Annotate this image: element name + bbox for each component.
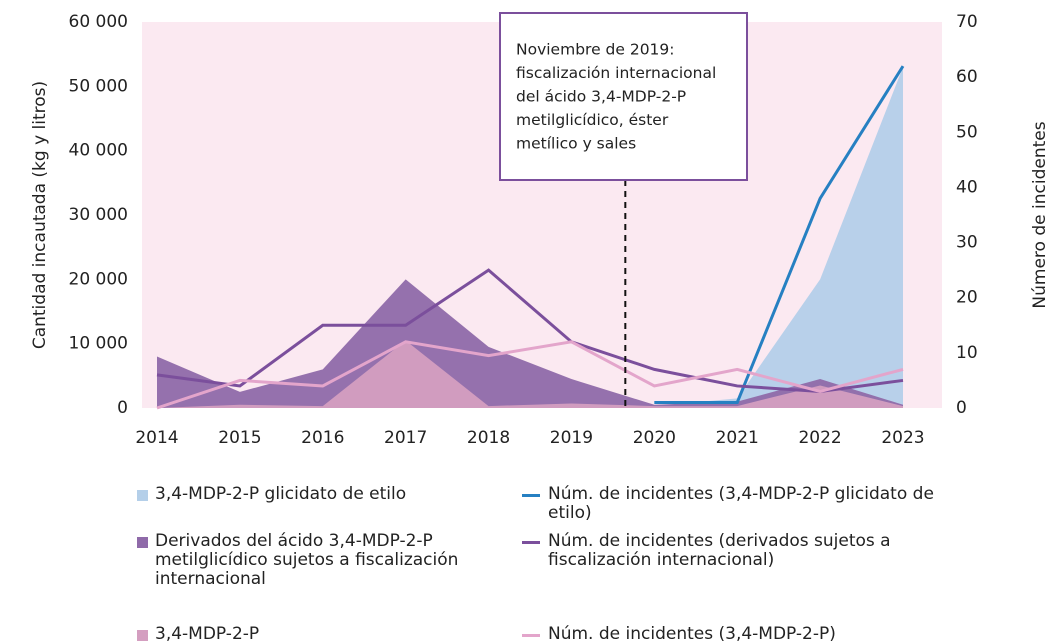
legend-swatch [137,537,148,548]
y2-tick-label: 0 [956,398,967,418]
x-tick-label: 2020 [633,428,676,448]
x-tick-label: 2022 [798,428,841,448]
y2-tick-label: 70 [956,12,978,32]
y-tick-label: 20 000 [69,269,128,289]
legend-label: 3,4-MDP-2-P glicidato de etilo [155,484,407,504]
y2-tick-label: 30 [956,233,978,253]
x-tick-label: 2021 [716,428,759,448]
y2-tick-label: 20 [956,288,978,308]
y2-tick-label: 40 [956,177,978,197]
legend-label: Núm. de incidentes (3,4-MDP-2-P) [548,624,836,644]
y2-tick-label: 10 [956,343,978,363]
x-tick-label: 2017 [384,428,427,448]
y-tick-label: 40 000 [69,141,128,161]
x-tick-label: 2016 [301,428,344,448]
x-tick-label: 2023 [881,428,924,448]
y-tick-label: 30 000 [69,205,128,225]
legend-swatch [137,630,148,641]
legend-label: Núm. de incidentes (3,4-MDP-2-P glicidat… [548,484,934,523]
y2-tick-label: 60 [956,67,978,87]
legend-label: Núm. de incidentes (derivados sujetos a … [548,531,891,570]
annotation-text: del ácido 3,4-MDP-2-P [516,88,686,106]
y2-axis-label: Número de incidentes [1030,121,1050,308]
legend-swatch [522,634,540,637]
y-tick-label: 50 000 [69,76,128,96]
annotation-box [499,12,748,181]
x-tick-label: 2019 [550,428,593,448]
x-tick-label: 2018 [467,428,510,448]
legend-label: 3,4-MDP-2-P [155,624,260,644]
y-tick-label: 10 000 [69,334,128,354]
y-tick-label: 60 000 [69,12,128,32]
legend-swatch [137,490,148,501]
y2-tick-label: 50 [956,122,978,142]
line [654,65,905,404]
area [654,67,903,409]
area [157,340,903,408]
legend-swatch [522,541,540,544]
legend-label: Derivados del ácido 3,4-MDP-2-P metilgli… [155,531,459,589]
annotation-text: metílico y sales [516,135,636,153]
line [156,268,904,393]
x-tick-label: 2015 [218,428,261,448]
y-axis-label: Cantidad incautada (kg y litros) [30,81,50,349]
annotation-text: Noviembre de 2019: [516,41,675,59]
line [156,340,904,410]
y-tick-label: 0 [117,398,128,418]
annotation-text: metilglicídico, éster [516,111,669,129]
annotation-text: fiscalización internacional [516,64,716,82]
legend-swatch [522,494,540,497]
x-tick-label: 2014 [135,428,178,448]
